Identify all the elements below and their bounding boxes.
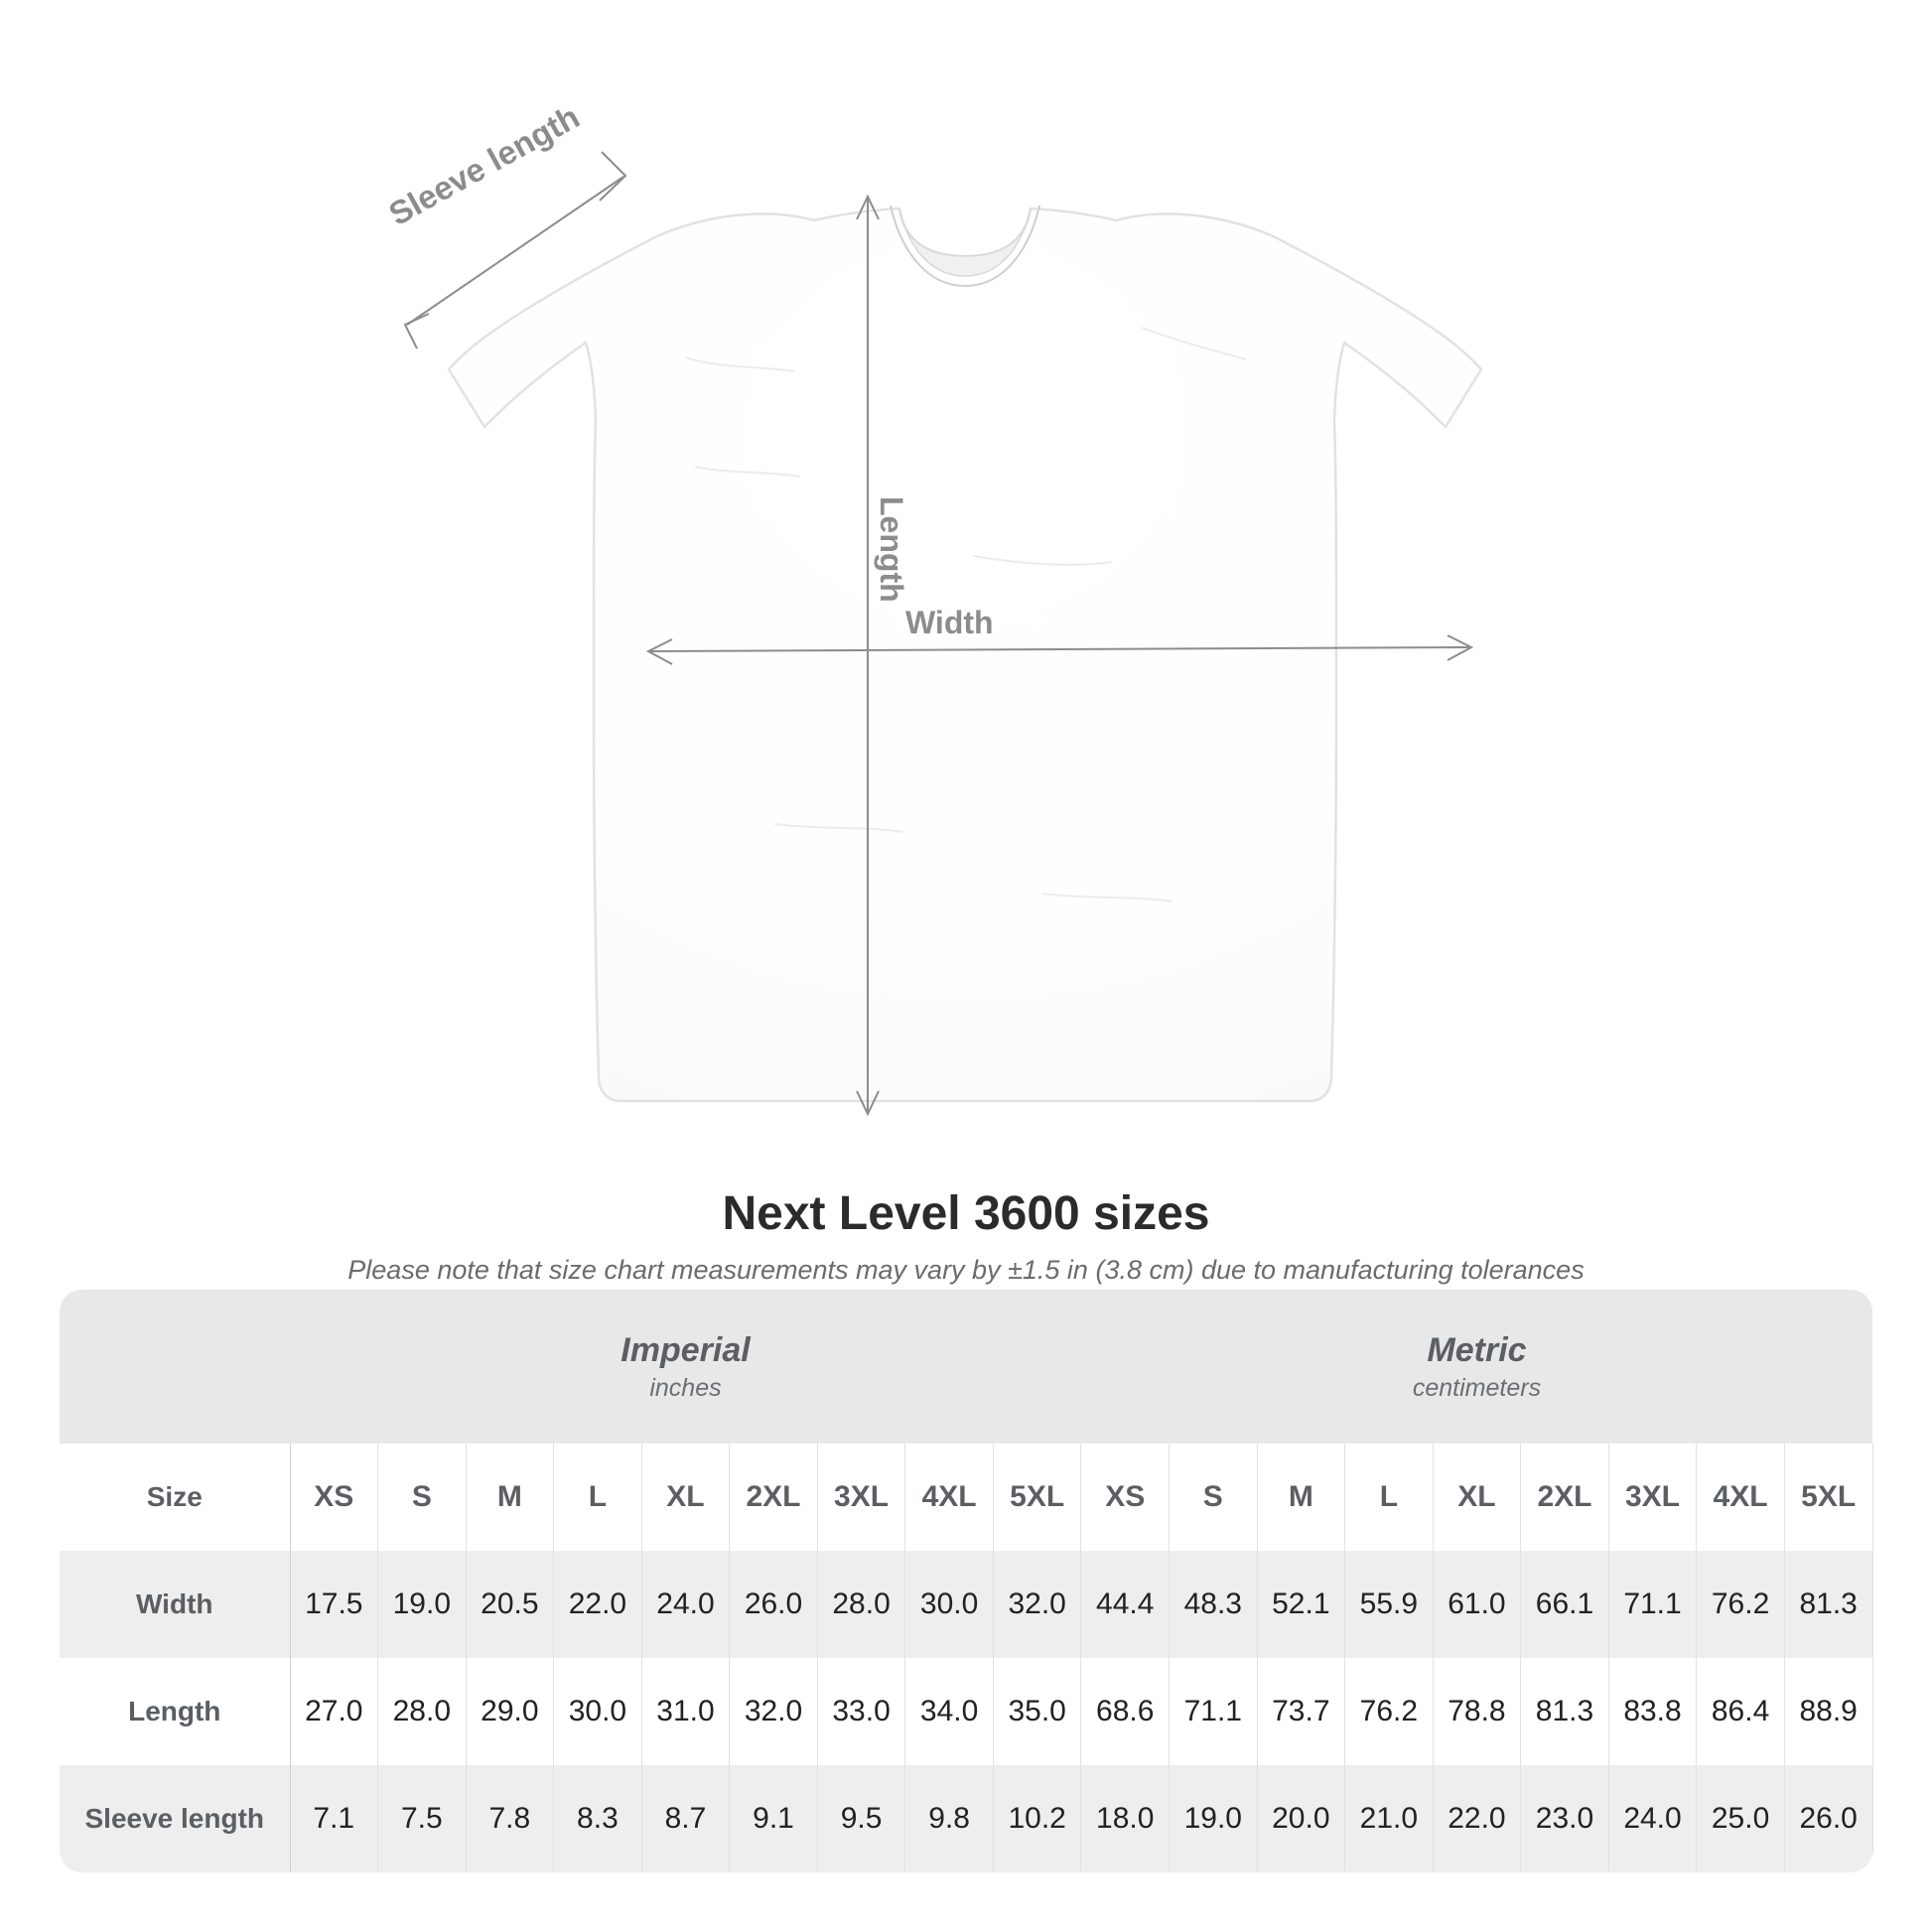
- svg-text:Sleeve length: Sleeve length: [382, 98, 585, 233]
- svg-text:Length: Length: [874, 496, 909, 603]
- svg-text:Width: Width: [905, 605, 994, 640]
